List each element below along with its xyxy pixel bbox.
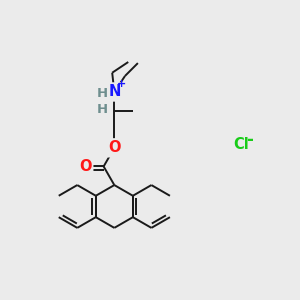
- Text: N: N: [108, 85, 121, 100]
- Text: +: +: [117, 79, 126, 89]
- Text: H: H: [96, 103, 107, 116]
- Text: H: H: [96, 87, 107, 100]
- Text: -: -: [246, 131, 253, 149]
- Text: O: O: [79, 159, 91, 174]
- Text: Cl: Cl: [233, 136, 249, 152]
- Text: O: O: [108, 140, 121, 155]
